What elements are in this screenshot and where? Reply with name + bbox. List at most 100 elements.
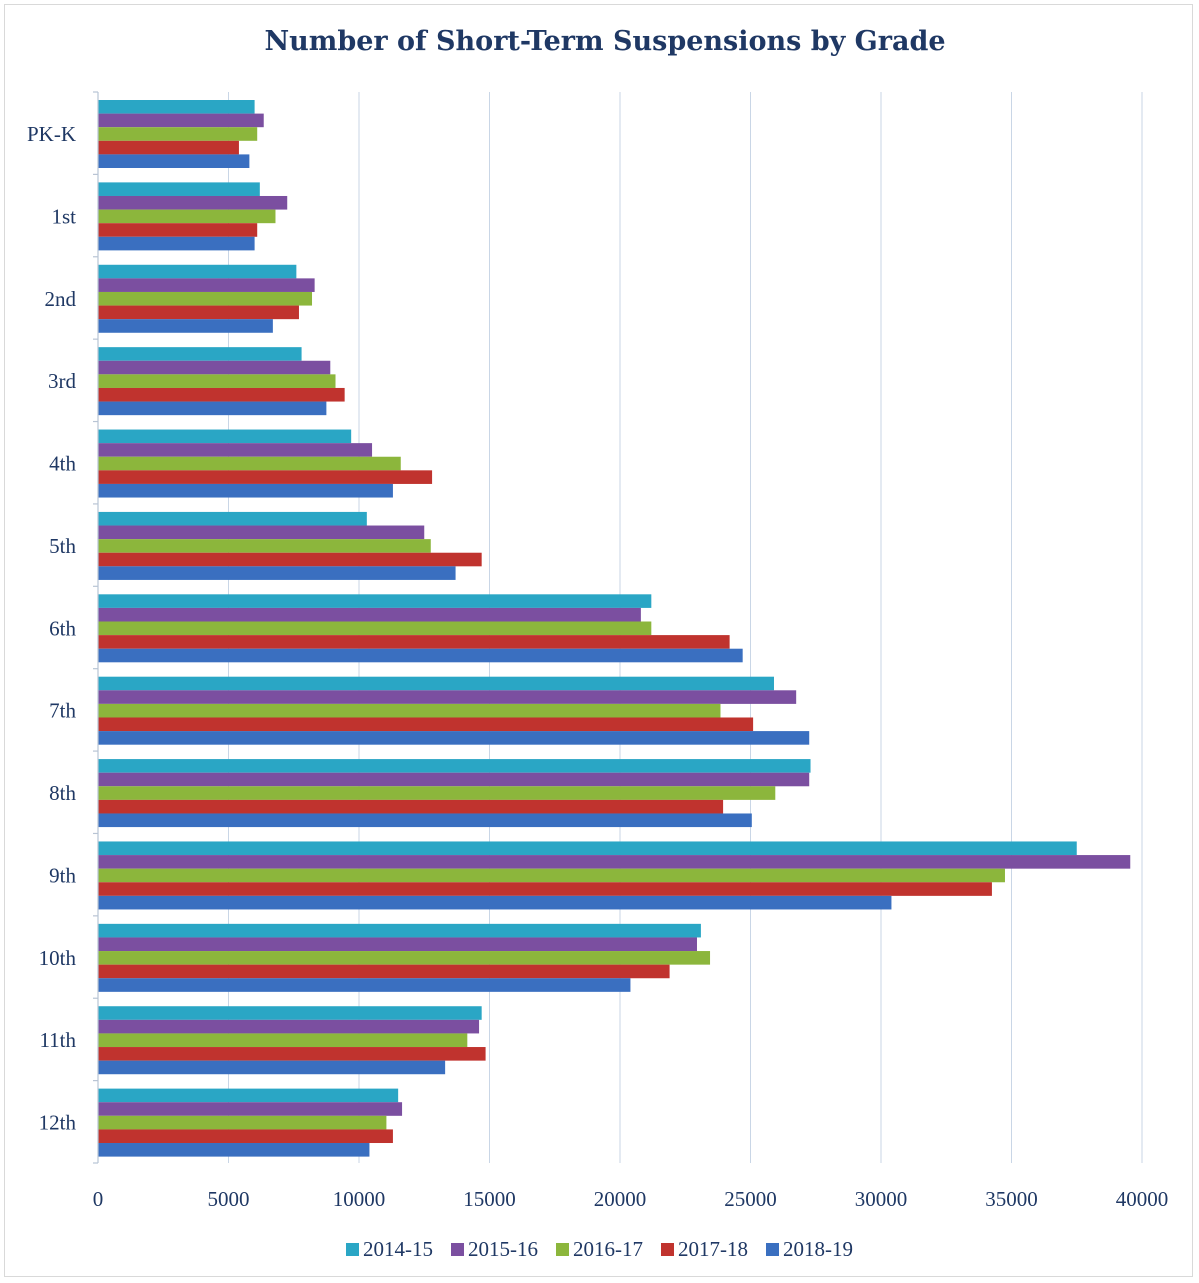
x-tick-label: 40000 — [1116, 1187, 1169, 1211]
bar — [98, 140, 239, 155]
bar — [98, 855, 1131, 869]
bar — [98, 387, 345, 402]
bar — [98, 552, 482, 567]
legend-swatch — [451, 1242, 464, 1256]
bar — [98, 264, 297, 279]
bar — [98, 429, 352, 444]
legend-item: 2015-16 — [451, 1237, 538, 1262]
bar — [98, 401, 327, 416]
bar — [98, 594, 652, 608]
bar — [98, 374, 336, 388]
legend-swatch — [661, 1242, 674, 1256]
x-tick-label: 30000 — [855, 1187, 908, 1211]
bar — [98, 690, 797, 704]
category-label: 5th — [49, 534, 76, 558]
bar — [98, 566, 456, 580]
bar — [98, 786, 776, 800]
bar — [98, 1088, 399, 1103]
bar — [98, 1047, 486, 1061]
bar — [98, 937, 697, 952]
category-label: 8th — [49, 781, 76, 805]
bar — [98, 635, 730, 649]
bar — [98, 813, 752, 828]
category-label: 10th — [39, 946, 77, 970]
bar — [98, 868, 1005, 883]
bar — [98, 113, 264, 128]
chart-title: Number of Short-Term Suspensions by Grad… — [264, 26, 946, 57]
bar — [98, 456, 401, 471]
x-tick-label: 20000 — [594, 1187, 647, 1211]
legend: 2014-15 2015-16 2016-17 2017-18 2018-19 — [0, 1236, 1199, 1262]
legend-item: 2016-17 — [556, 1237, 643, 1262]
bar — [98, 1115, 387, 1130]
bar — [98, 951, 711, 965]
category-label: 3rd — [48, 369, 76, 393]
category-label: 1st — [51, 204, 76, 228]
bar — [98, 731, 810, 745]
category-label: 12th — [39, 1111, 77, 1135]
legend-label: 2018-19 — [783, 1236, 853, 1261]
bar — [98, 621, 652, 636]
legend-label: 2015-16 — [468, 1236, 538, 1261]
bar — [98, 799, 724, 814]
x-tick-label: 35000 — [985, 1187, 1038, 1211]
bar — [98, 895, 892, 910]
bar — [98, 443, 373, 457]
bar — [98, 360, 331, 375]
category-label: 9th — [49, 863, 76, 887]
category-label: PK-K — [27, 122, 76, 146]
bar — [98, 1006, 482, 1020]
bar — [98, 1019, 480, 1034]
legend-item: 2018-19 — [766, 1237, 853, 1262]
legend-label: 2017-18 — [678, 1236, 748, 1261]
legend-label: 2016-17 — [573, 1236, 643, 1261]
bar — [98, 1102, 403, 1116]
x-tick-labels: 0 5000 10000 15000 20000 25000 30000 35000 40000 — [93, 1187, 1169, 1211]
bar — [98, 1129, 393, 1144]
bar — [98, 923, 701, 938]
category-label: 6th — [49, 616, 76, 640]
bar — [98, 607, 641, 622]
bar — [98, 717, 754, 732]
bar — [98, 127, 258, 141]
legend-swatch — [346, 1242, 359, 1256]
bar — [98, 100, 255, 114]
bar — [98, 539, 431, 553]
bar — [98, 882, 992, 896]
x-tick-label: 25000 — [724, 1187, 777, 1211]
bar — [98, 195, 288, 210]
bar — [98, 511, 367, 526]
category-axis — [93, 91, 99, 1164]
bar — [98, 278, 315, 292]
bar — [98, 759, 811, 773]
category-label: 7th — [49, 699, 76, 723]
bar — [98, 1060, 446, 1075]
bar — [98, 1033, 468, 1048]
legend-item: 2014-15 — [346, 1237, 433, 1262]
bar — [98, 703, 721, 718]
bar — [98, 291, 313, 306]
bar — [98, 483, 393, 498]
bar — [98, 525, 425, 540]
bar — [98, 347, 302, 361]
category-label: 2nd — [45, 287, 77, 311]
x-tick-label: 10000 — [333, 1187, 386, 1211]
bar — [98, 154, 250, 168]
bar — [98, 772, 810, 787]
bars — [98, 100, 1131, 1157]
bar — [98, 182, 260, 196]
legend-swatch — [556, 1242, 569, 1256]
legend-swatch — [766, 1242, 779, 1256]
bar — [98, 1143, 370, 1157]
category-label: 4th — [49, 452, 76, 476]
bar — [98, 648, 743, 663]
bar — [98, 236, 255, 251]
bar — [98, 209, 276, 224]
bar — [98, 676, 774, 691]
bar — [98, 319, 273, 333]
bar — [98, 964, 670, 979]
bar — [98, 305, 299, 320]
x-tick-label: 15000 — [463, 1187, 516, 1211]
bar — [98, 841, 1077, 856]
bar — [98, 978, 631, 992]
